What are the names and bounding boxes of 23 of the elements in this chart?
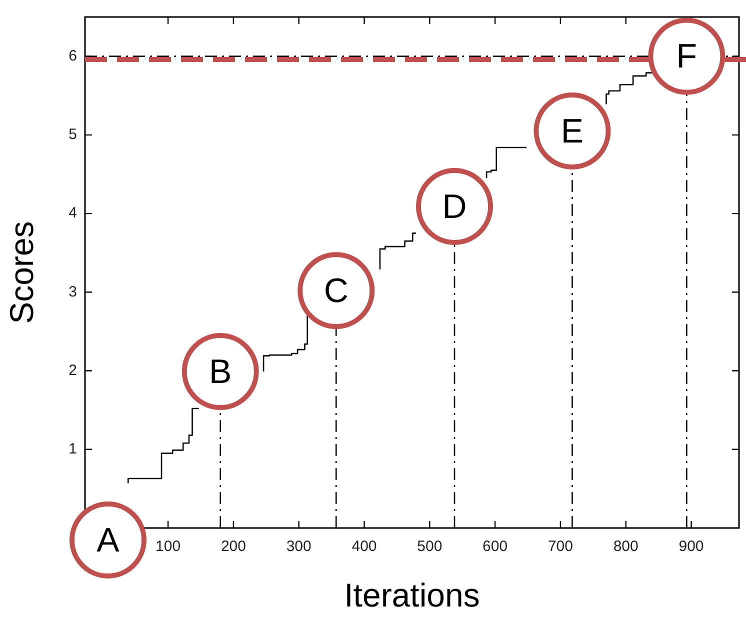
annotation: E [560,112,584,150]
y-tick-label: 5 [68,126,77,144]
y-axis-title: Scores [2,221,40,324]
x-tick-label: 200 [220,538,246,556]
annotation: C [324,272,348,310]
x-tick-label: 800 [613,538,638,556]
x-tick-label: 900 [678,538,704,556]
x-axis-title: Iterations [344,576,480,614]
x-tick-label: 700 [548,538,573,556]
x-tick-label: 500 [417,538,442,556]
annotation: A [96,521,120,560]
y-tick-label: 6 [68,47,77,64]
y-tick-label: 1 [68,440,77,458]
x-tick-label: 300 [286,538,312,556]
x-tick-label: 400 [352,538,377,556]
annotation: F [676,38,698,76]
annotation: D [442,188,467,226]
y-tick-label: 2 [68,362,77,379]
x-tick-label: 600 [482,538,508,556]
y-tick-label: 4 [68,204,77,222]
y-tick-label: 3 [68,283,77,300]
annotation: B [209,352,232,391]
x-tick-label: 100 [156,538,181,556]
